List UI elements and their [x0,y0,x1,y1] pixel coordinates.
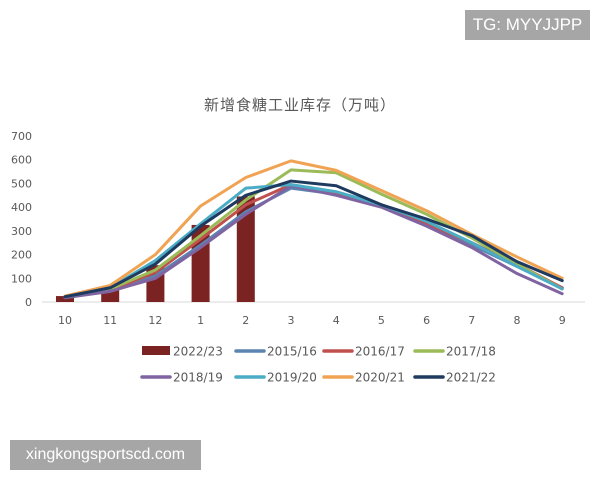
y-tick-label: 0 [25,296,32,309]
x-tick-label: 6 [423,314,430,327]
bar [236,196,255,302]
legend-label: 2021/22 [446,371,496,385]
legend-item: 2015/16 [234,345,317,359]
legend: 2022/23 2015/16 2016/17 2017/18 2018/19 2019/… [140,345,496,385]
y-tick-label: 200 [11,249,32,262]
y-tick-label: 700 [11,130,32,143]
legend-item: 2019/20 [234,371,317,385]
bar-series [56,196,255,302]
y-tick-label: 600 [11,154,32,167]
x-axis: 10 11 12 1 2 3 4 5 6 7 8 9 [42,301,585,327]
line-2018-19 [63,184,564,300]
legend-item: 2018/19 [140,371,223,385]
legend-label: 2018/19 [173,371,223,385]
x-tick-label: 1 [197,314,204,327]
legend-label: 2019/20 [267,371,317,385]
legend-item: 2016/17 [322,345,405,359]
x-tick-label: 5 [378,314,385,327]
watermark-tg: TG: MYYJJPP [465,10,590,40]
legend-label: 2020/21 [355,371,405,385]
y-axis: 0 100 200 300 400 500 600 700 [11,130,32,309]
x-tick-label: 9 [559,314,566,327]
legend-item: 2020/21 [322,371,405,385]
line-2017-18 [63,168,564,299]
x-tick-label: 8 [514,314,521,327]
legend-label: 2022/23 [173,345,223,359]
watermark-site: xingkongsportscd.com [10,440,201,470]
y-tick-label: 400 [11,201,32,214]
legend-label: 2017/18 [446,345,496,359]
line-2020-21 [63,159,564,298]
line-2021-22 [63,179,564,299]
legend-item: 2021/22 [413,371,496,385]
y-tick-label: 300 [11,225,32,238]
x-tick-label: 3 [288,314,295,327]
line-2019-20 [63,183,564,299]
chart-title: 新增食糖工业库存（万吨） [203,96,396,114]
legend-swatch [142,346,170,355]
y-tick-label: 500 [11,177,32,190]
x-tick-label: 2 [242,314,249,327]
legend-item: 2017/18 [413,345,496,359]
legend-label: 2015/16 [267,345,317,359]
x-tick-label: 4 [333,314,340,327]
line-series [63,159,564,300]
y-tick-label: 100 [11,272,32,285]
legend-item: 2022/23 [142,345,223,359]
x-tick-label: 12 [148,314,162,327]
x-tick-label: 11 [103,314,117,327]
x-tick-label: 7 [468,314,475,327]
x-tick-label: 10 [58,314,72,327]
legend-label: 2016/17 [355,345,405,359]
